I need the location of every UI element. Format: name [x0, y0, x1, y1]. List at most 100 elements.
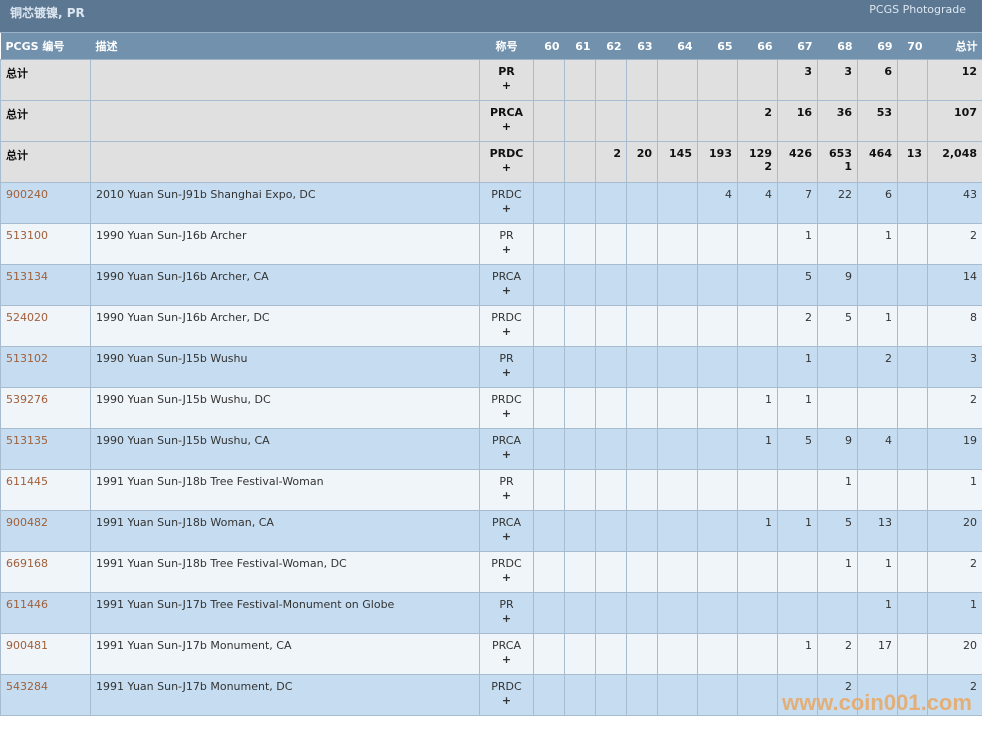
pcgs-number-link[interactable]: 900240: [0, 182, 91, 224]
grade-count: [595, 428, 627, 470]
pcgs-number-link[interactable]: 513135: [0, 428, 91, 470]
pcgs-number-link[interactable]: 513100: [0, 223, 91, 265]
expand-plus-icon[interactable]: +: [501, 325, 512, 338]
grade-count: 17: [857, 633, 898, 675]
grade-count: 1: [777, 223, 818, 265]
pcgs-number-link[interactable]: 611445: [0, 469, 91, 511]
grade-count: [657, 633, 698, 675]
grade-count: 2: [737, 100, 778, 142]
column-header[interactable]: 62: [595, 33, 627, 60]
grade-count: [533, 59, 565, 101]
column-header[interactable]: 69: [857, 33, 898, 60]
description: 1991 Yuan Sun-J18b Tree Festival-Woman, …: [90, 551, 480, 593]
expand-plus-icon[interactable]: +: [501, 612, 512, 625]
pcgs-number-link[interactable]: 669168: [0, 551, 91, 593]
watermark: www.coin001.com: [782, 690, 972, 715]
table-row: 513134 1990 Yuan Sun-J16b Archer, CA PRCA +…: [0, 264, 982, 306]
grade-count: [777, 469, 818, 511]
grade-count: 22: [817, 182, 858, 224]
expand-plus-icon[interactable]: +: [501, 571, 512, 584]
grade-count: 13: [857, 510, 898, 552]
grade-count: [595, 387, 627, 429]
grade-count: [595, 100, 627, 142]
expand-plus-icon[interactable]: +: [501, 243, 512, 256]
grade-count: 36: [817, 100, 858, 142]
grade-count: [595, 551, 627, 593]
grade-count: [626, 674, 658, 716]
grade-count: [564, 633, 596, 675]
grade-count: [626, 100, 658, 142]
expand-plus-icon[interactable]: +: [501, 161, 512, 174]
expand-plus-icon[interactable]: +: [501, 694, 512, 707]
grade-count: 4: [737, 182, 778, 224]
pcgs-number-link[interactable]: 900481: [0, 633, 91, 675]
description: 1990 Yuan Sun-J15b Wushu: [90, 346, 480, 388]
grade-count: [626, 305, 658, 347]
column-header[interactable]: 68: [817, 33, 858, 60]
grade-count: 6: [857, 182, 898, 224]
expand-plus-icon[interactable]: +: [501, 284, 512, 297]
grade-count: 5: [817, 305, 858, 347]
grade-count: [697, 551, 738, 593]
column-header[interactable]: 63: [626, 33, 658, 60]
column-header[interactable]: 描述: [90, 33, 480, 60]
grade-count: [897, 346, 928, 388]
grade-count: 1: [817, 469, 858, 511]
table-row: 543284 1991 Yuan Sun-J17b Monument, DC PRD…: [0, 674, 982, 716]
grade-count: [697, 264, 738, 306]
photograde-link[interactable]: PCGS Photograde: [869, 3, 966, 16]
grade-count: [897, 100, 928, 142]
designation-cell: PRDC +: [479, 551, 534, 593]
expand-plus-icon[interactable]: +: [501, 530, 512, 543]
column-header[interactable]: 61: [564, 33, 596, 60]
pcgs-number-link[interactable]: 611446: [0, 592, 91, 634]
column-header[interactable]: 总计: [927, 33, 982, 60]
pcgs-number-link[interactable]: 539276: [0, 387, 91, 429]
grade-count: [626, 182, 658, 224]
grade-count: [626, 510, 658, 552]
column-header[interactable]: 60: [533, 33, 565, 60]
expand-plus-icon[interactable]: +: [501, 653, 512, 666]
column-header[interactable]: 67: [777, 33, 818, 60]
pcgs-number-link[interactable]: 543284: [0, 674, 91, 716]
grade-count: 9: [817, 264, 858, 306]
column-header[interactable]: 称号: [479, 33, 534, 60]
expand-plus-icon[interactable]: +: [501, 202, 512, 215]
grade-count: [626, 387, 658, 429]
grade-count: [533, 223, 565, 265]
description-cell: [90, 141, 480, 183]
expand-plus-icon[interactable]: +: [501, 489, 512, 502]
grade-count: 3: [817, 59, 858, 101]
grade-count: [897, 182, 928, 224]
pcgs-number-link[interactable]: 513102: [0, 346, 91, 388]
designation: PRDC: [491, 557, 522, 570]
expand-plus-icon[interactable]: +: [501, 120, 512, 133]
column-header[interactable]: PCGS 编号: [0, 33, 91, 60]
pcgs-number-link[interactable]: 524020: [0, 305, 91, 347]
page-title: 铜芯镀镍, PR: [10, 6, 85, 20]
pcgs-number-link[interactable]: 513134: [0, 264, 91, 306]
grade-count: [697, 305, 738, 347]
designation: PRDC: [491, 393, 522, 406]
row-total: 2: [927, 551, 982, 593]
column-header[interactable]: 65: [697, 33, 738, 60]
pcgs-number-link[interactable]: 900482: [0, 510, 91, 552]
expand-plus-icon[interactable]: +: [501, 79, 512, 92]
grade-count: [533, 387, 565, 429]
grade-count: 1: [777, 346, 818, 388]
grade-count: 1: [857, 551, 898, 593]
expand-plus-icon[interactable]: +: [501, 366, 512, 379]
grade-count: 1: [777, 387, 818, 429]
designation: PRCA: [492, 639, 521, 652]
expand-plus-icon[interactable]: +: [501, 448, 512, 461]
expand-plus-icon[interactable]: +: [501, 407, 512, 420]
column-header[interactable]: 70: [897, 33, 928, 60]
grade-count: [697, 223, 738, 265]
grade-count: [657, 510, 698, 552]
grade-count: [533, 510, 565, 552]
column-header[interactable]: 64: [657, 33, 698, 60]
grade-count: [533, 551, 565, 593]
grade-count: [737, 305, 778, 347]
column-header[interactable]: 66: [737, 33, 778, 60]
grade-count: [595, 223, 627, 265]
